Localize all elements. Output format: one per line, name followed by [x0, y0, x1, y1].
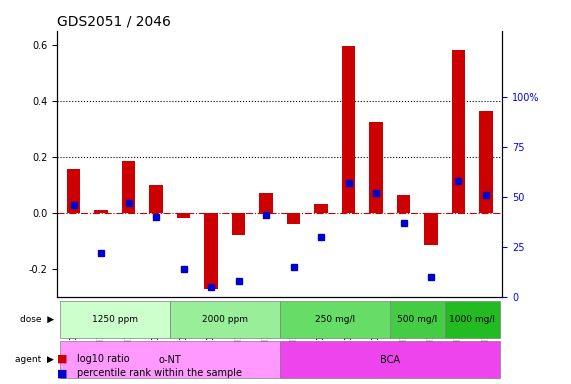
Text: 500 mg/l: 500 mg/l [397, 315, 437, 324]
Text: dose  ▶: dose ▶ [20, 315, 54, 324]
Bar [67, 169, 81, 213]
Bar [122, 161, 135, 213]
Bar [259, 193, 273, 213]
Bar [424, 213, 438, 245]
FancyBboxPatch shape [390, 301, 445, 338]
Bar [452, 50, 465, 213]
Text: percentile rank within the sample: percentile rank within the sample [77, 368, 242, 378]
Text: 2000 ppm: 2000 ppm [202, 315, 248, 324]
Text: ■: ■ [57, 368, 67, 378]
FancyBboxPatch shape [60, 301, 170, 338]
Text: 250 mg/l: 250 mg/l [315, 315, 355, 324]
FancyBboxPatch shape [60, 341, 280, 378]
Text: 1000 mg/l: 1000 mg/l [449, 315, 495, 324]
Bar [204, 213, 218, 288]
Text: o-NT: o-NT [158, 355, 181, 365]
Text: BCA: BCA [380, 355, 400, 365]
Bar [232, 213, 246, 235]
Text: log10 ratio: log10 ratio [77, 354, 130, 364]
FancyBboxPatch shape [445, 301, 500, 338]
Bar [397, 195, 411, 213]
Bar [94, 210, 108, 213]
Text: GDS2051 / 2046: GDS2051 / 2046 [57, 14, 171, 28]
Bar [341, 46, 355, 213]
Bar [149, 185, 163, 213]
Text: agent  ▶: agent ▶ [15, 355, 54, 364]
Bar [314, 204, 328, 213]
FancyBboxPatch shape [280, 341, 500, 378]
Text: 1250 ppm: 1250 ppm [92, 315, 138, 324]
Bar [479, 111, 493, 213]
FancyBboxPatch shape [280, 301, 390, 338]
Bar [369, 122, 383, 213]
Text: ■: ■ [57, 354, 67, 364]
Bar [287, 213, 300, 224]
Bar [176, 213, 191, 218]
FancyBboxPatch shape [170, 301, 280, 338]
